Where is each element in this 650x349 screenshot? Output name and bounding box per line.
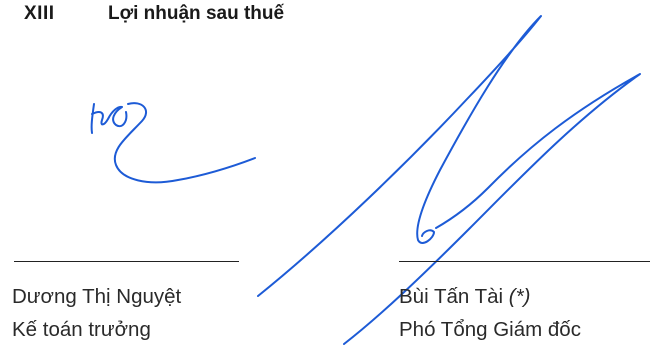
left-signer-role: Kế toán trưởng	[12, 318, 151, 341]
left-signature-line	[14, 261, 239, 262]
left-signer-name: Dương Thị Nguyệt	[12, 285, 182, 308]
right-signer-name: Bùi Tấn Tài	[399, 285, 504, 308]
section-number: XIII	[24, 3, 55, 24]
right-signer-note: (*)	[508, 285, 531, 308]
section-title: Lợi nhuận sau thuế	[108, 3, 285, 24]
left-signature	[90, 102, 256, 184]
right-signer-role: Phó Tổng Giám đốc	[399, 318, 581, 341]
right-signature-line	[399, 261, 650, 262]
right-signer-name-block: Bùi Tấn Tài (*)	[399, 285, 530, 309]
